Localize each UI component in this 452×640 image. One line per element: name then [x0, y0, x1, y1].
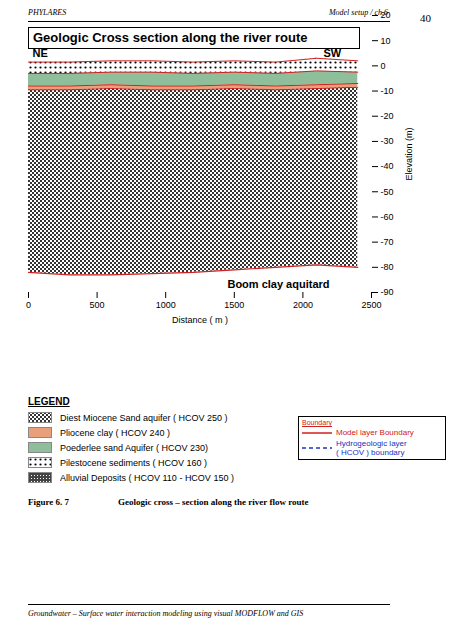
svg-text:0: 0 — [26, 300, 31, 310]
svg-text:-90: -90 — [381, 287, 394, 297]
svg-text:-60: -60 — [381, 212, 394, 222]
svg-text:10: 10 — [381, 36, 391, 46]
svg-text:-20: -20 — [381, 111, 394, 121]
svg-text:20: 20 — [381, 10, 391, 20]
svg-text:-70: -70 — [381, 237, 394, 247]
svg-text:-10: -10 — [381, 86, 394, 96]
svg-text:-80: -80 — [381, 262, 394, 272]
svg-text:0: 0 — [381, 61, 386, 71]
svg-text:-30: -30 — [381, 136, 394, 146]
svg-text:Distance ( m ): Distance ( m ) — [172, 315, 228, 325]
svg-text:1000: 1000 — [156, 300, 176, 310]
svg-text:2000: 2000 — [293, 300, 313, 310]
svg-text:-50: -50 — [381, 187, 394, 197]
svg-text:Elevation (m): Elevation (m) — [404, 127, 414, 180]
svg-text:1500: 1500 — [224, 300, 244, 310]
svg-text:500: 500 — [90, 300, 105, 310]
svg-text:2500: 2500 — [361, 300, 381, 310]
svg-text:Boom clay aquitard: Boom clay aquitard — [227, 278, 329, 290]
svg-text:-40: -40 — [381, 161, 394, 171]
